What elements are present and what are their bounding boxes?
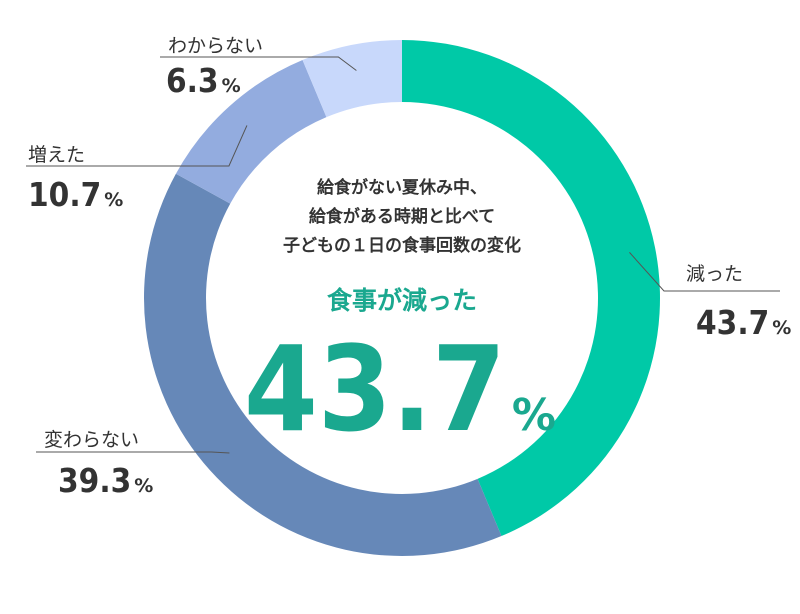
center-highlight-label: 食事が減った [327, 286, 477, 315]
center-description-line-1: 給食がない夏休み中、 [317, 177, 487, 198]
center-highlight-value: 43.7% [244, 320, 556, 458]
donut-slices [143, 40, 661, 557]
slice-decreased [402, 40, 661, 537]
center-description-line-3: 子どもの１日の食事回数の変化 [283, 235, 521, 256]
slice-label-unchanged: 変わらない [44, 429, 139, 451]
leader-line-increased [26, 125, 248, 167]
slice-value-increased: 10.7% [28, 175, 123, 214]
slice-label-decreased: 減った [686, 263, 743, 285]
leader-line-decreased [629, 252, 780, 292]
leader-line-unknown [160, 56, 357, 71]
leader-lines [26, 56, 780, 454]
slice-value-decreased: 43.7% [696, 303, 791, 342]
slice-label-increased: 増えた [28, 144, 85, 166]
slice-increased [175, 59, 327, 204]
slice-unchanged [143, 173, 502, 557]
slice-unknown [302, 40, 402, 118]
slice-value-unchanged: 39.3% [58, 461, 153, 500]
slice-value-unknown: 6.3% [166, 61, 241, 100]
center-description-line-2: 給食がある時期と比べて [309, 206, 495, 227]
leader-line-unchanged [36, 451, 230, 454]
slice-label-unknown: わからない [168, 35, 263, 57]
